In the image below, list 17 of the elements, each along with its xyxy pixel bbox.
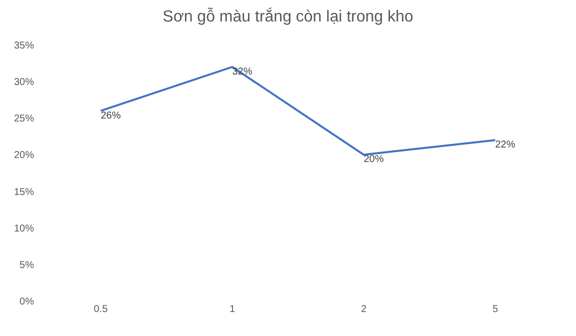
- x-tick-label: 2: [360, 304, 367, 315]
- x-tick-label: 1: [229, 304, 236, 315]
- x-tick-label: 5: [492, 304, 498, 315]
- data-label: 22%: [495, 140, 516, 151]
- y-tick-label: 0%: [20, 296, 34, 308]
- y-tick-label: 10%: [14, 223, 34, 234]
- data-label: 26%: [100, 110, 121, 122]
- x-tick-label: 0.5: [94, 304, 108, 315]
- data-label: 20%: [364, 154, 384, 166]
- chart-title: Sơn gỗ màu trắng còn lại trong kho: [162, 7, 414, 26]
- line-series: [100, 66, 496, 156]
- y-tick-label: 20%: [14, 150, 34, 162]
- y-tick-label: 15%: [14, 186, 34, 198]
- y-tick-label: 30%: [14, 77, 34, 88]
- y-tick-label: 5%: [20, 260, 34, 271]
- y-tick-label: 25%: [14, 114, 34, 125]
- y-tick-label: 35%: [14, 40, 34, 52]
